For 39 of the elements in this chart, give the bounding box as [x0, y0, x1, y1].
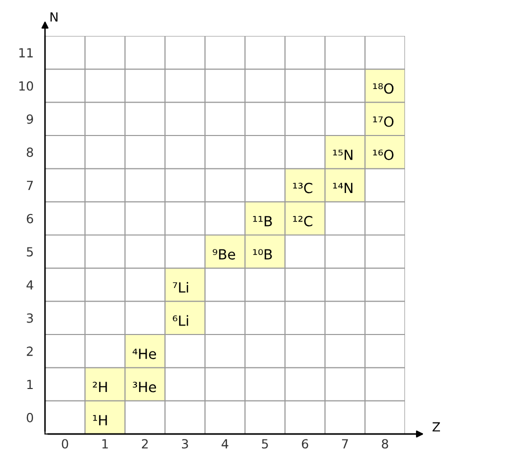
x-axis-title: Z [432, 422, 440, 432]
x-tick-label: 5 [262, 439, 268, 449]
x-tick-label: 2 [142, 439, 148, 448]
y-tick-label: 3 [26, 313, 33, 323]
data-label: ¹⁸O [373, 83, 394, 94]
y-tick-label: 8 [26, 148, 34, 158]
x-tick-label: 1 [102, 439, 108, 448]
y-tick-label: 9 [26, 114, 34, 124]
data-label: ¹³C [293, 182, 312, 194]
data-label: ⁶Li [172, 315, 188, 326]
y-tick-label: 4 [26, 280, 34, 290]
data-label: ⁴He [132, 348, 156, 360]
y-tick-label: 11 [19, 48, 33, 58]
y-tick-label: 0 [26, 412, 34, 422]
y-tick-label: 10 [19, 81, 34, 91]
data-label: ¹⁴N [333, 182, 352, 194]
x-tick-label: 6 [302, 439, 308, 449]
data-label: ³He [132, 382, 156, 392]
data-label: ²H [92, 382, 107, 392]
x-tick-label: 7 [342, 439, 348, 448]
data-label: ¹¹B [253, 216, 272, 226]
y-tick-label: 5 [26, 247, 33, 257]
y-tick-label: 2 [26, 346, 33, 356]
y-tick-label: 6 [26, 214, 34, 224]
data-label: ¹⁷O [373, 116, 394, 127]
x-tick-label: 0 [62, 439, 68, 449]
y-tick-label: 7 [26, 180, 33, 190]
y-axis-title: N [50, 12, 58, 22]
x-tick-label: 8 [382, 439, 388, 449]
data-label: ¹²C [293, 216, 312, 226]
y-tick-label: 1 [27, 380, 33, 389]
data-label: ¹H [93, 415, 107, 426]
x-tick-label: 3 [182, 439, 188, 449]
data-label: ¹⁰B [253, 249, 272, 260]
data-label: ⁷Li [172, 282, 188, 293]
x-tick-label: 4 [222, 439, 228, 448]
data-label: ¹⁶O [373, 150, 394, 160]
data-label: ⁹Be [212, 249, 236, 260]
data-label: ¹⁵N [333, 150, 352, 160]
